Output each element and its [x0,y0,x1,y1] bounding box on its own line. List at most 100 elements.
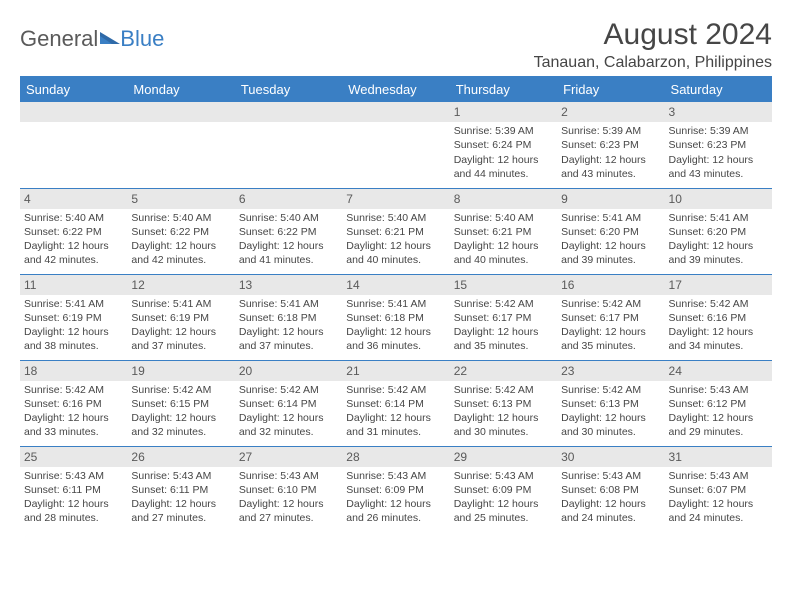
sunset-text: Sunset: 6:13 PM [561,397,660,411]
sunset-text: Sunset: 6:16 PM [669,311,768,325]
daylight-text: Daylight: 12 hours and 42 minutes. [131,239,230,267]
sunrise-text: Sunrise: 5:41 AM [239,297,338,311]
day-number: 11 [20,275,127,295]
daylight-text: Daylight: 12 hours and 44 minutes. [454,153,553,181]
calendar-cell: 14Sunrise: 5:41 AMSunset: 6:18 PMDayligh… [342,274,449,360]
sunset-text: Sunset: 6:21 PM [346,225,445,239]
cell-details: Sunrise: 5:42 AMSunset: 6:17 PMDaylight:… [454,297,553,354]
calendar-cell: 19Sunrise: 5:42 AMSunset: 6:15 PMDayligh… [127,360,234,446]
sunrise-text: Sunrise: 5:41 AM [669,211,768,225]
sunrise-text: Sunrise: 5:43 AM [669,469,768,483]
cell-details: Sunrise: 5:39 AMSunset: 6:24 PMDaylight:… [454,124,553,181]
calendar-cell: 26Sunrise: 5:43 AMSunset: 6:11 PMDayligh… [127,446,234,532]
day-number: 17 [665,275,772,295]
calendar-cell: 9Sunrise: 5:41 AMSunset: 6:20 PMDaylight… [557,188,664,274]
daylight-text: Daylight: 12 hours and 31 minutes. [346,411,445,439]
calendar-cell: 23Sunrise: 5:42 AMSunset: 6:13 PMDayligh… [557,360,664,446]
sunset-text: Sunset: 6:13 PM [454,397,553,411]
month-title: August 2024 [534,18,772,52]
sunrise-text: Sunrise: 5:42 AM [239,383,338,397]
daylight-text: Daylight: 12 hours and 27 minutes. [239,497,338,525]
calendar-cell: 27Sunrise: 5:43 AMSunset: 6:10 PMDayligh… [235,446,342,532]
calendar-cell: 2Sunrise: 5:39 AMSunset: 6:23 PMDaylight… [557,102,664,188]
day-number: 5 [127,189,234,209]
day-number: 4 [20,189,127,209]
sunrise-text: Sunrise: 5:42 AM [346,383,445,397]
daylight-text: Daylight: 12 hours and 39 minutes. [561,239,660,267]
day-number: 28 [342,447,449,467]
sunset-text: Sunset: 6:19 PM [24,311,123,325]
calendar-cell: 28Sunrise: 5:43 AMSunset: 6:09 PMDayligh… [342,446,449,532]
sunset-text: Sunset: 6:18 PM [239,311,338,325]
day-number: 18 [20,361,127,381]
sunset-text: Sunset: 6:22 PM [24,225,123,239]
cell-details: Sunrise: 5:42 AMSunset: 6:14 PMDaylight:… [346,383,445,440]
day-number: 31 [665,447,772,467]
day-header: Tuesday [235,77,342,102]
calendar-cell: 29Sunrise: 5:43 AMSunset: 6:09 PMDayligh… [450,446,557,532]
sunrise-text: Sunrise: 5:42 AM [561,383,660,397]
sunset-text: Sunset: 6:18 PM [346,311,445,325]
cell-details: Sunrise: 5:43 AMSunset: 6:08 PMDaylight:… [561,469,660,526]
calendar-cell [342,102,449,188]
sunrise-text: Sunrise: 5:43 AM [239,469,338,483]
calendar-row: 18Sunrise: 5:42 AMSunset: 6:16 PMDayligh… [20,360,772,446]
day-number: 8 [450,189,557,209]
calendar-cell [127,102,234,188]
cell-details: Sunrise: 5:41 AMSunset: 6:18 PMDaylight:… [239,297,338,354]
daylight-text: Daylight: 12 hours and 37 minutes. [131,325,230,353]
sunset-text: Sunset: 6:11 PM [131,483,230,497]
day-number: 21 [342,361,449,381]
day-number: 2 [557,102,664,122]
daylight-text: Daylight: 12 hours and 32 minutes. [131,411,230,439]
daylight-text: Daylight: 12 hours and 35 minutes. [561,325,660,353]
sunset-text: Sunset: 6:12 PM [669,397,768,411]
calendar-cell: 1Sunrise: 5:39 AMSunset: 6:24 PMDaylight… [450,102,557,188]
day-number: 16 [557,275,664,295]
day-number: 27 [235,447,342,467]
cell-details: Sunrise: 5:42 AMSunset: 6:16 PMDaylight:… [669,297,768,354]
sunset-text: Sunset: 6:20 PM [561,225,660,239]
daylight-text: Daylight: 12 hours and 40 minutes. [454,239,553,267]
calendar-cell: 7Sunrise: 5:40 AMSunset: 6:21 PMDaylight… [342,188,449,274]
day-number [127,102,234,122]
sunrise-text: Sunrise: 5:43 AM [131,469,230,483]
day-header: Monday [127,77,234,102]
header: General Blue August 2024 Tanauan, Calaba… [20,18,772,72]
day-number: 29 [450,447,557,467]
cell-details: Sunrise: 5:41 AMSunset: 6:19 PMDaylight:… [131,297,230,354]
calendar-cell: 21Sunrise: 5:42 AMSunset: 6:14 PMDayligh… [342,360,449,446]
logo-triangle-icon [100,26,120,52]
cell-details: Sunrise: 5:43 AMSunset: 6:09 PMDaylight:… [454,469,553,526]
day-number: 23 [557,361,664,381]
brand-logo: General Blue [20,18,164,52]
cell-details: Sunrise: 5:43 AMSunset: 6:10 PMDaylight:… [239,469,338,526]
daylight-text: Daylight: 12 hours and 39 minutes. [669,239,768,267]
cell-details: Sunrise: 5:41 AMSunset: 6:20 PMDaylight:… [561,211,660,268]
calendar-cell: 25Sunrise: 5:43 AMSunset: 6:11 PMDayligh… [20,446,127,532]
cell-details: Sunrise: 5:40 AMSunset: 6:22 PMDaylight:… [24,211,123,268]
calendar-cell: 4Sunrise: 5:40 AMSunset: 6:22 PMDaylight… [20,188,127,274]
sunset-text: Sunset: 6:20 PM [669,225,768,239]
day-header: Wednesday [342,77,449,102]
sunset-text: Sunset: 6:17 PM [454,311,553,325]
calendar-cell: 15Sunrise: 5:42 AMSunset: 6:17 PMDayligh… [450,274,557,360]
sunrise-text: Sunrise: 5:40 AM [24,211,123,225]
sunrise-text: Sunrise: 5:40 AM [346,211,445,225]
daylight-text: Daylight: 12 hours and 43 minutes. [561,153,660,181]
sunset-text: Sunset: 6:07 PM [669,483,768,497]
sunrise-text: Sunrise: 5:41 AM [24,297,123,311]
calendar-cell: 13Sunrise: 5:41 AMSunset: 6:18 PMDayligh… [235,274,342,360]
daylight-text: Daylight: 12 hours and 38 minutes. [24,325,123,353]
calendar-cell: 24Sunrise: 5:43 AMSunset: 6:12 PMDayligh… [665,360,772,446]
sunrise-text: Sunrise: 5:41 AM [131,297,230,311]
calendar-cell [235,102,342,188]
day-number: 14 [342,275,449,295]
sunrise-text: Sunrise: 5:42 AM [454,383,553,397]
calendar-row: 4Sunrise: 5:40 AMSunset: 6:22 PMDaylight… [20,188,772,274]
day-number: 22 [450,361,557,381]
cell-details: Sunrise: 5:42 AMSunset: 6:14 PMDaylight:… [239,383,338,440]
day-header: Thursday [450,77,557,102]
sunrise-text: Sunrise: 5:42 AM [669,297,768,311]
daylight-text: Daylight: 12 hours and 24 minutes. [561,497,660,525]
